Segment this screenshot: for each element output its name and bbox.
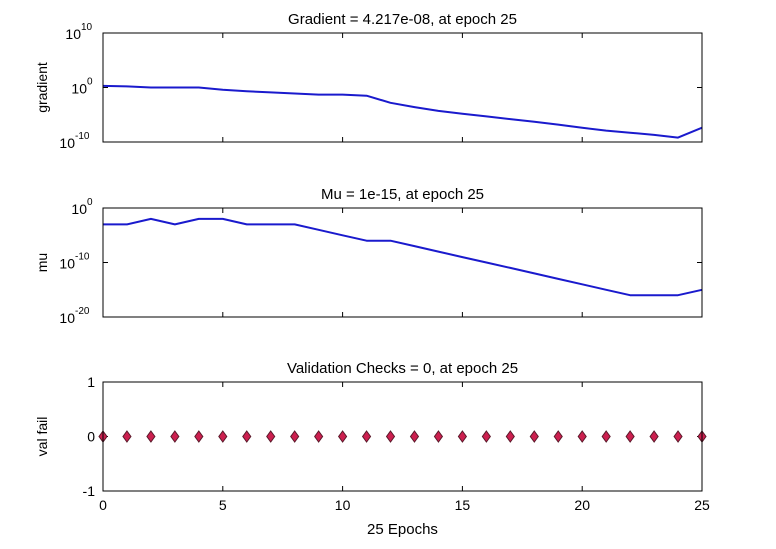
data-point-diamond [146, 430, 156, 443]
axes-box [102, 381, 703, 492]
axes-box [102, 32, 703, 143]
subplot-title: Gradient = 4.217e-08, at epoch 25 [288, 11, 517, 28]
data-point-diamond [577, 430, 587, 443]
data-point-diamond [290, 430, 300, 443]
y-tick-exponent: -20 [75, 306, 90, 317]
y-tick-label: 10 [59, 256, 75, 272]
y-tick-label: 1 [87, 374, 95, 390]
series-line [103, 217, 703, 297]
x-tick-label: 10 [335, 497, 351, 513]
data-point-diamond [170, 430, 180, 443]
x-tick-label: 15 [455, 497, 471, 513]
data-point-diamond [601, 430, 611, 443]
subplot-3: Validation Checks = 0, at epoch 25 val fa… [34, 360, 710, 538]
data-point-diamond [409, 430, 420, 443]
y-tick-exponent: -10 [75, 131, 90, 142]
series-line [102, 84, 703, 139]
data-point-diamond [553, 430, 563, 443]
y-tick-label: 10 [59, 310, 75, 326]
data-point-diamond [122, 430, 132, 443]
x-tick-label: 25 [694, 497, 710, 513]
subplot-title: Mu = 1e-15, at epoch 25 [321, 186, 484, 203]
x-tick-label: 5 [219, 497, 227, 513]
y-axis-label: val fail [34, 417, 50, 457]
data-point-diamond [433, 430, 444, 443]
data-point-diamond [385, 430, 396, 443]
data-point-diamond [649, 430, 659, 443]
y-tick-label: 10 [59, 135, 75, 151]
data-point-diamond [673, 430, 683, 443]
data-point-diamond [457, 430, 468, 443]
data-point-diamond [242, 430, 252, 443]
x-tick-label: 0 [99, 497, 107, 513]
y-tick-label: 10 [71, 201, 87, 217]
subplot-title: Validation Checks = 0, at epoch 25 [287, 360, 518, 377]
y-tick-exponent: 0 [87, 77, 93, 88]
y-tick-label: 10 [71, 81, 87, 97]
data-point-diamond [481, 430, 491, 443]
data-point-diamond [625, 430, 635, 443]
data-point-diamond [529, 430, 539, 443]
axes-box [102, 207, 703, 318]
data-point-diamond [194, 430, 204, 443]
y-tick-label: 10 [65, 26, 81, 42]
y-tick-exponent: -10 [75, 252, 90, 263]
y-tick-exponent: 0 [87, 197, 93, 208]
y-tick-exponent: 10 [81, 22, 93, 33]
y-axis-label: mu [34, 253, 50, 272]
data-point-diamond [314, 430, 324, 443]
subplot-1: Gradient = 4.217e-08, at epoch 25 gradien… [34, 11, 703, 151]
data-point-diamond [337, 430, 348, 443]
y-tick-label: 0 [87, 429, 95, 445]
x-tick-label: 20 [574, 497, 590, 513]
x-axis-label: 25 Epochs [367, 521, 438, 538]
y-axis-label: gradient [34, 62, 50, 113]
data-point-diamond [266, 430, 276, 443]
data-point-diamond [218, 430, 228, 443]
y-tick-label: -1 [83, 483, 96, 499]
data-point-diamond [505, 430, 515, 443]
data-point-diamond [361, 430, 372, 443]
